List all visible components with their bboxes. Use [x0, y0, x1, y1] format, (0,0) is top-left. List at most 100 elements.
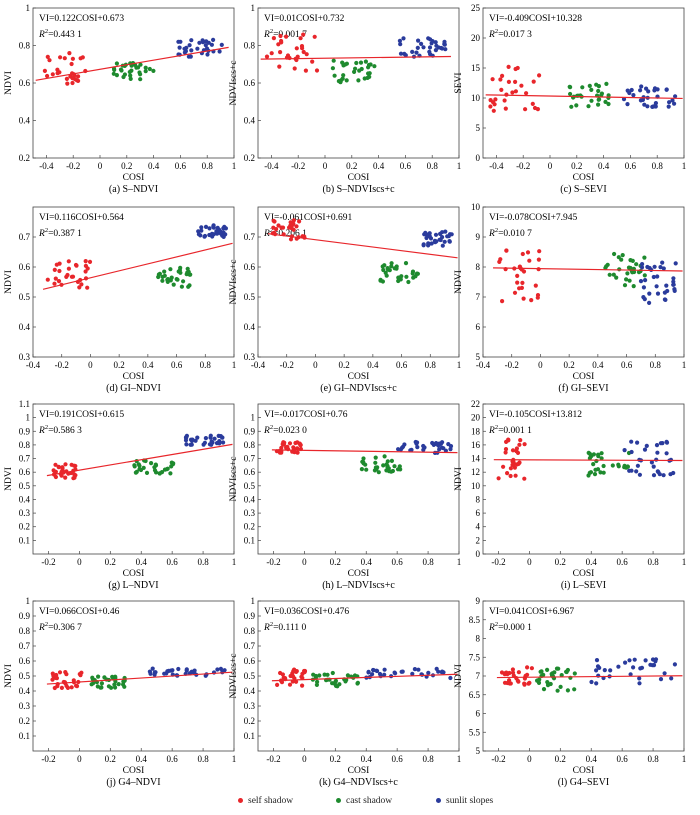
x-tick-label: -0.4: [489, 161, 504, 171]
data-point-cast: [137, 463, 142, 468]
data-point-cast: [594, 82, 599, 87]
y-tick-label: 0.9: [244, 611, 256, 621]
data-point-sun: [648, 662, 653, 667]
data-point-self: [45, 277, 50, 282]
data-point-self: [279, 445, 284, 450]
data-point-cast: [554, 666, 560, 671]
data-point-cast: [134, 65, 139, 70]
data-point-cast: [392, 464, 397, 469]
y-tick-label: 0.2: [244, 716, 255, 726]
data-point-self: [70, 80, 75, 86]
x-tick-label: -0.2: [505, 360, 519, 370]
data-point-cast: [545, 680, 550, 685]
data-point-self: [510, 667, 515, 672]
data-point-cast: [630, 270, 635, 275]
x-tick-label: 0.2: [105, 754, 116, 764]
x-tick-label: 0.8: [200, 360, 212, 370]
y-tick-label: 0.2: [244, 522, 255, 532]
data-point-self: [57, 261, 62, 266]
legend-swatch-sunlit-slopes: [436, 798, 441, 804]
y-axis-label: NDVI: [454, 467, 464, 491]
y-tick-label: 0.4: [244, 494, 256, 504]
data-point-cast: [565, 688, 571, 693]
regression-equation: VI=0.066COSI+0.46: [39, 607, 120, 617]
data-point-sun: [650, 657, 656, 662]
x-axis-label: COSI: [348, 766, 370, 776]
data-point-sun: [209, 42, 214, 47]
data-point-cast: [128, 73, 133, 78]
data-point-sun: [641, 295, 646, 300]
data-point-cast: [410, 271, 415, 276]
r-squared: R2=0.000 1: [488, 621, 532, 633]
panel-11: 0.1 0.2 0.3 0.4 0.5 0.6 0.7 0.8 0.9 1 -0.2 0 0.2 0.4 0…: [229, 596, 461, 788]
x-tick-label: 0.8: [197, 754, 209, 764]
data-point-self: [300, 46, 305, 51]
data-point-sun: [651, 104, 656, 109]
x-tick-label: 0: [538, 360, 543, 370]
data-point-sun: [655, 291, 661, 296]
data-point-cast: [389, 264, 394, 269]
data-point-sun: [201, 442, 206, 447]
data-point-self: [506, 64, 511, 69]
y-tick-label: 0.1: [19, 535, 30, 545]
x-tick-label: 1: [457, 557, 462, 567]
data-point-self: [70, 76, 75, 81]
data-point-cast: [636, 270, 642, 275]
x-tick-label: 0.2: [571, 161, 582, 171]
data-point-self: [500, 73, 505, 78]
data-point-sun: [594, 681, 599, 686]
x-tick-label: -0.2: [266, 557, 280, 567]
data-point-sun: [182, 50, 187, 55]
data-point-cast: [580, 85, 585, 90]
y-tick-label: 0.3: [244, 352, 256, 362]
y-tick-label: 0.6: [19, 78, 31, 88]
data-point-cast: [594, 458, 599, 464]
data-point-sun: [664, 283, 669, 288]
data-point-self: [69, 685, 74, 690]
regression-equation: VI=-0.078COSI+7.945: [489, 213, 578, 223]
data-point-sun: [219, 42, 224, 48]
data-point-cast: [610, 463, 615, 468]
data-point-cast: [642, 273, 647, 278]
data-point-cast: [398, 467, 403, 472]
x-tick-label: 1: [232, 360, 237, 370]
x-tick-label: 1: [232, 557, 237, 567]
x-tick-label: 1: [232, 754, 237, 764]
data-point-cast: [606, 95, 611, 100]
data-point-self: [50, 677, 55, 682]
data-point-sun: [644, 86, 649, 91]
data-point-cast: [344, 78, 349, 83]
data-point-cast: [622, 463, 627, 468]
data-point-self: [282, 440, 287, 445]
y-tick-label: 0.4: [19, 686, 31, 696]
data-point-sun: [443, 448, 448, 453]
data-point-sun: [639, 665, 645, 670]
x-tick-label: 0.8: [422, 557, 434, 567]
data-point-sun: [183, 438, 189, 443]
data-point-self: [74, 263, 79, 268]
y-tick-label: 0.8: [244, 41, 256, 51]
data-point-cast: [599, 456, 604, 461]
data-point-sun: [439, 670, 444, 675]
regression-line: [485, 94, 683, 100]
data-point-self: [512, 290, 518, 295]
data-point-sun: [371, 667, 376, 673]
regression-equation: VI=-0.061COSI+0.691: [264, 213, 353, 223]
data-point-self: [499, 87, 504, 92]
data-point-self: [42, 68, 48, 73]
data-point-sun: [188, 437, 194, 442]
data-point-cast: [121, 679, 126, 684]
regression-equation: VI=0.122COSI+0.673: [39, 14, 124, 24]
panel-caption: (g) L–NDVI: [108, 580, 158, 591]
data-point-self: [511, 459, 516, 464]
data-point-sun: [218, 666, 223, 672]
data-point-cast: [415, 271, 420, 276]
data-point-sun: [629, 449, 634, 455]
data-point-self: [535, 107, 541, 112]
data-point-cast: [374, 466, 379, 472]
data-point-self: [523, 107, 528, 112]
data-point-cast: [168, 267, 173, 272]
x-tick-label: 0.2: [330, 557, 341, 567]
data-point-sun: [651, 464, 656, 469]
data-point-cast: [586, 450, 591, 455]
